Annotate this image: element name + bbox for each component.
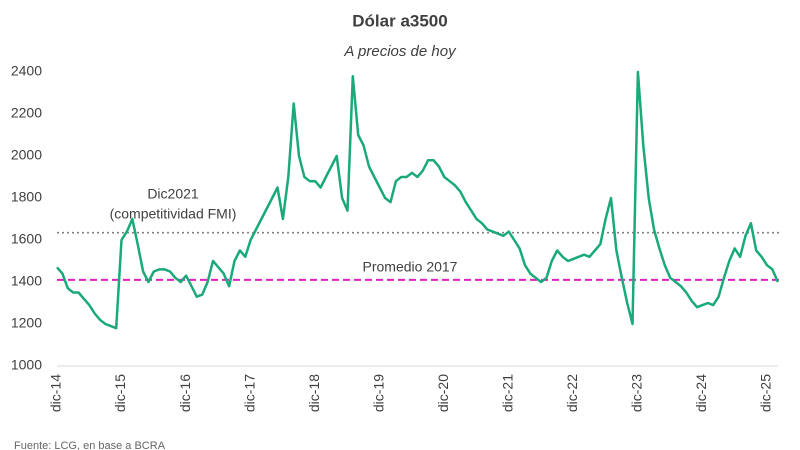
- x-tick-label: dic-23: [629, 374, 645, 412]
- y-tick-label: 2000: [11, 147, 42, 163]
- x-tick-label: dic-19: [370, 374, 386, 412]
- x-tick-label: dic-24: [693, 374, 709, 412]
- x-tick-label: dic-18: [306, 374, 322, 412]
- x-tick-label: dic-25: [758, 374, 774, 412]
- x-tick-label: dic-17: [241, 374, 257, 412]
- y-tick-label: 2400: [11, 63, 42, 79]
- y-tick-label: 1400: [11, 273, 42, 289]
- y-tick-label: 1600: [11, 231, 42, 247]
- source-note: Fuente: LCG, en base a BCRA: [14, 440, 166, 450]
- y-tick-label: 1800: [11, 189, 42, 205]
- y-tick-label: 1000: [11, 357, 42, 373]
- y-tick-label: 2200: [11, 105, 42, 121]
- y-tick-label: 1200: [11, 315, 42, 331]
- chart-title: Dólar a3500: [352, 11, 447, 30]
- reference-label: Promedio 2017: [363, 259, 458, 275]
- x-tick-label: dic-22: [564, 374, 580, 412]
- x-tick-label: dic-14: [48, 374, 64, 412]
- x-tick-label: dic-21: [500, 374, 516, 412]
- x-tick-label: dic-20: [435, 374, 451, 412]
- reference-label: Dic2021: [147, 186, 199, 202]
- x-tick-label: dic-16: [177, 374, 193, 412]
- reference-label: (competitividad FMI): [110, 206, 237, 222]
- chart-subtitle: A precios de hoy: [343, 43, 457, 60]
- series-line: [56, 70, 779, 330]
- x-tick-label: dic-15: [112, 374, 128, 412]
